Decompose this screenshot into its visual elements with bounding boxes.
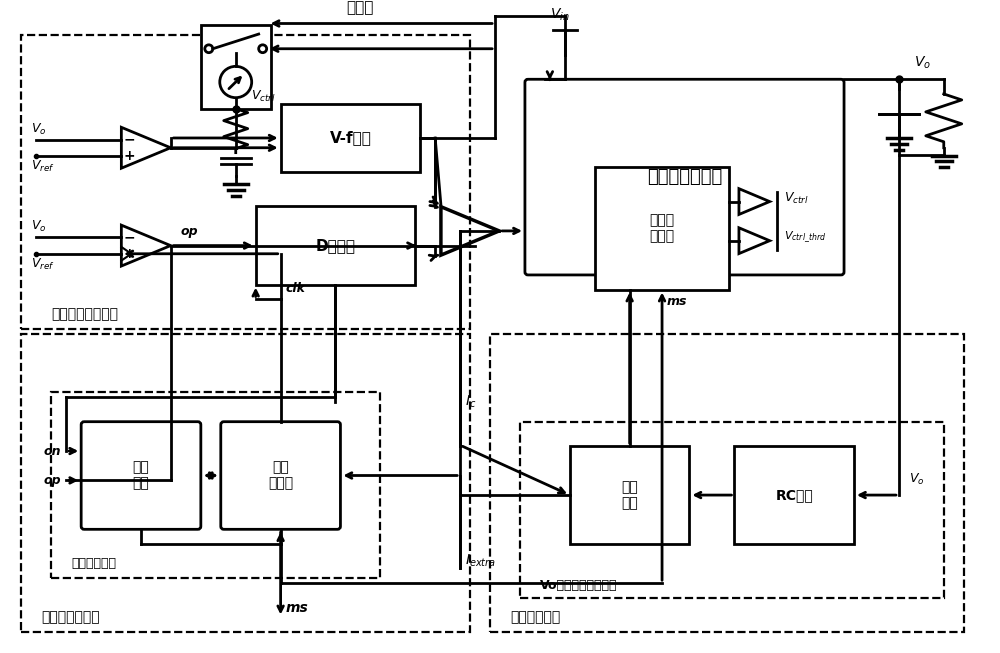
- Bar: [201, 25, 271, 108]
- FancyBboxPatch shape: [221, 422, 340, 530]
- Text: $V_{ref}$: $V_{ref}$: [31, 159, 55, 174]
- Text: clk: clk: [286, 281, 306, 295]
- Text: $I_{extra}$: $I_{extra}$: [465, 552, 496, 569]
- Text: $V_{ctrl}$: $V_{ctrl}$: [251, 89, 275, 104]
- Text: $V_{ref}$: $V_{ref}$: [31, 257, 55, 272]
- Text: −: −: [123, 133, 135, 146]
- Bar: [520, 422, 944, 597]
- Text: 双模式
状态机: 双模式 状态机: [649, 214, 675, 244]
- Text: $V_o$: $V_o$: [31, 219, 47, 234]
- Text: $V_{ctrl}$: $V_{ctrl}$: [784, 191, 809, 206]
- Bar: [51, 392, 380, 579]
- Text: 连续调频控制模块: 连续调频控制模块: [51, 307, 118, 321]
- Bar: [256, 206, 415, 285]
- Text: +: +: [123, 247, 135, 261]
- Text: 计数
模块: 计数 模块: [133, 460, 149, 490]
- Text: $V_o$: $V_o$: [914, 55, 931, 71]
- Text: ms: ms: [286, 601, 308, 614]
- Text: $I_c$: $I_c$: [465, 394, 476, 410]
- Text: V-f模块: V-f模块: [329, 131, 371, 146]
- Bar: [21, 35, 470, 328]
- Bar: [734, 446, 854, 544]
- Text: 跳脉冲控制模块: 跳脉冲控制模块: [41, 611, 100, 624]
- Text: 预充电: 预充电: [347, 1, 374, 16]
- Text: op: op: [181, 225, 198, 238]
- Text: ms: ms: [667, 295, 688, 308]
- Text: op: op: [44, 474, 61, 487]
- Text: 环形
振荡器: 环形 振荡器: [268, 460, 293, 490]
- Bar: [595, 167, 729, 290]
- Bar: [21, 334, 470, 632]
- Text: on: on: [44, 445, 61, 458]
- Text: 动态采样频率: 动态采样频率: [71, 557, 116, 570]
- Bar: [490, 334, 964, 632]
- Text: $V_{in}$: $V_{in}$: [550, 6, 570, 22]
- FancyBboxPatch shape: [525, 79, 844, 275]
- Text: RC高通: RC高通: [775, 488, 813, 502]
- Text: +: +: [123, 149, 135, 163]
- Text: 开关电容功率级: 开关电容功率级: [647, 168, 722, 186]
- Text: D触发器: D触发器: [315, 238, 355, 253]
- Bar: [281, 104, 420, 172]
- Text: 电流
放大: 电流 放大: [621, 480, 638, 510]
- FancyBboxPatch shape: [81, 422, 201, 530]
- Bar: [570, 446, 689, 544]
- Text: $V_o$: $V_o$: [909, 472, 924, 487]
- Text: −: −: [123, 231, 135, 244]
- Text: $V_o$: $V_o$: [31, 121, 47, 136]
- Text: Vo检测电流激发电路: Vo检测电流激发电路: [540, 579, 617, 592]
- Text: $V_{ctrl\_thrd}$: $V_{ctrl\_thrd}$: [784, 230, 827, 246]
- Text: 模式切换模块: 模式切换模块: [510, 611, 560, 624]
